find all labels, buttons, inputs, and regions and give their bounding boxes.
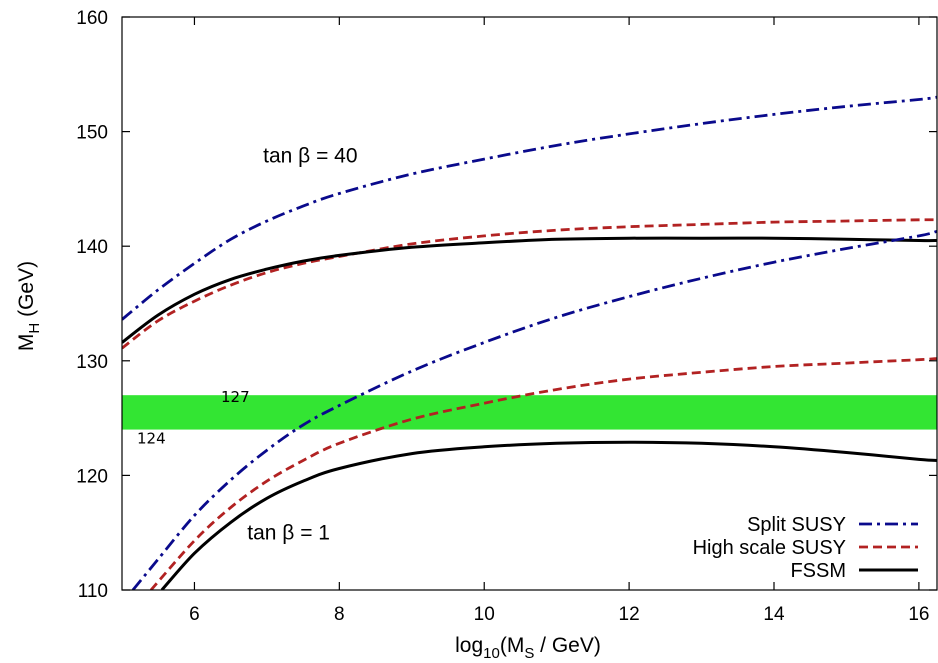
series-line-high-scale-susy-tanb1 xyxy=(149,357,937,590)
series-line-fssm-tanb40 xyxy=(122,236,937,344)
x-axis-title-sub2: S xyxy=(524,645,534,662)
y-tick-label-140: 140 xyxy=(76,237,108,258)
x-tick-label-12: 12 xyxy=(619,604,640,625)
x-axis-title-pre: log xyxy=(455,634,483,657)
legend-label-2: FSSM xyxy=(790,560,846,582)
annotation-tanb40: tan β = 40 xyxy=(263,145,357,168)
plot-frame xyxy=(121,16,938,591)
x-tick-label-10: 10 xyxy=(474,604,495,625)
curve-layer xyxy=(122,95,937,590)
y-axis-title: MH (GeV) xyxy=(15,261,43,351)
x-tick-label-16: 16 xyxy=(908,604,929,625)
x-tick-label-14: 14 xyxy=(763,604,785,625)
annotation-tanb1: tan β = 1 xyxy=(247,522,330,545)
x-axis-title-sub: 10 xyxy=(483,645,500,662)
band-low-label: 124 xyxy=(137,430,166,448)
y-axis-title-pre: M xyxy=(15,334,38,352)
series-line-fssm-tanb1 xyxy=(160,440,937,590)
x-tick-label-6: 6 xyxy=(189,604,200,625)
legend-label-1: High scale SUSY xyxy=(693,537,846,559)
mass-band xyxy=(122,395,937,430)
x-axis-title: log10(MS / GeV) xyxy=(455,634,601,662)
band-layer: 127 124 xyxy=(122,388,937,448)
series-line-high-scale-susy-tanb40 xyxy=(122,218,937,350)
series-line-split-susy-tanb1 xyxy=(131,229,937,590)
label-layer: tan β = 40 tan β = 1 xyxy=(247,145,357,545)
x-tick-label-8: 8 xyxy=(334,604,345,625)
legend-label-0: Split SUSY xyxy=(747,514,846,536)
y-axis-title-post: (GeV) xyxy=(15,261,38,323)
series-line-split-susy-tanb40 xyxy=(122,95,937,321)
y-tick-label-150: 150 xyxy=(76,123,108,144)
x-axis-title-post: (M xyxy=(500,634,525,657)
y-tick-label-130: 130 xyxy=(76,352,108,373)
tick-layer: 6 8 10 12 14 16 110 120 130 140 150 160 xyxy=(76,8,937,625)
band-high-label: 127 xyxy=(221,388,250,406)
y-tick-label-110: 110 xyxy=(78,581,108,602)
y-tick-label-120: 120 xyxy=(76,466,108,487)
y-axis-title-sub: H xyxy=(26,323,43,334)
y-tick-label-160: 160 xyxy=(76,8,108,29)
x-axis-title-end: / GeV) xyxy=(534,634,601,657)
